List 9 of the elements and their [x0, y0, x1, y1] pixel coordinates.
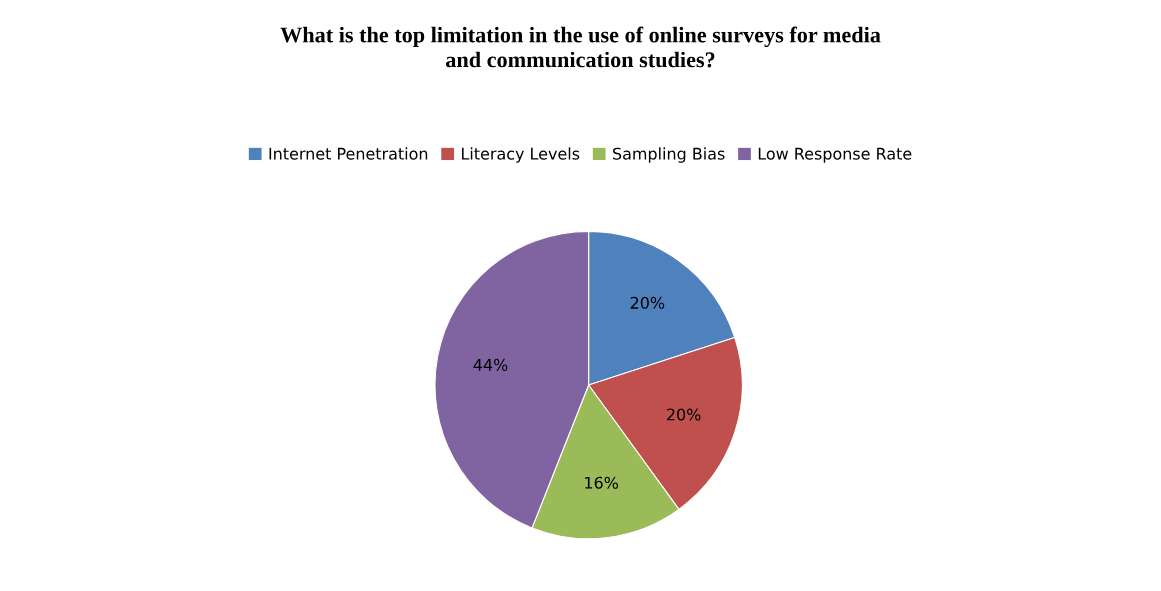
legend-label: Internet Penetration — [269, 147, 428, 160]
legend-label: Literacy Levels — [462, 147, 580, 163]
chart-title: What is the top limitation in the use of online surveys for media and communication studies? — [280, 26, 881, 68]
legend-label: Sampling Bias — [613, 147, 725, 163]
data-label: 44% — [473, 358, 508, 371]
data-label: 16% — [585, 476, 619, 489]
data-label: 20% — [667, 408, 701, 421]
data-label: 20% — [630, 296, 665, 309]
legend-label: Low Response Rate — [758, 147, 912, 163]
